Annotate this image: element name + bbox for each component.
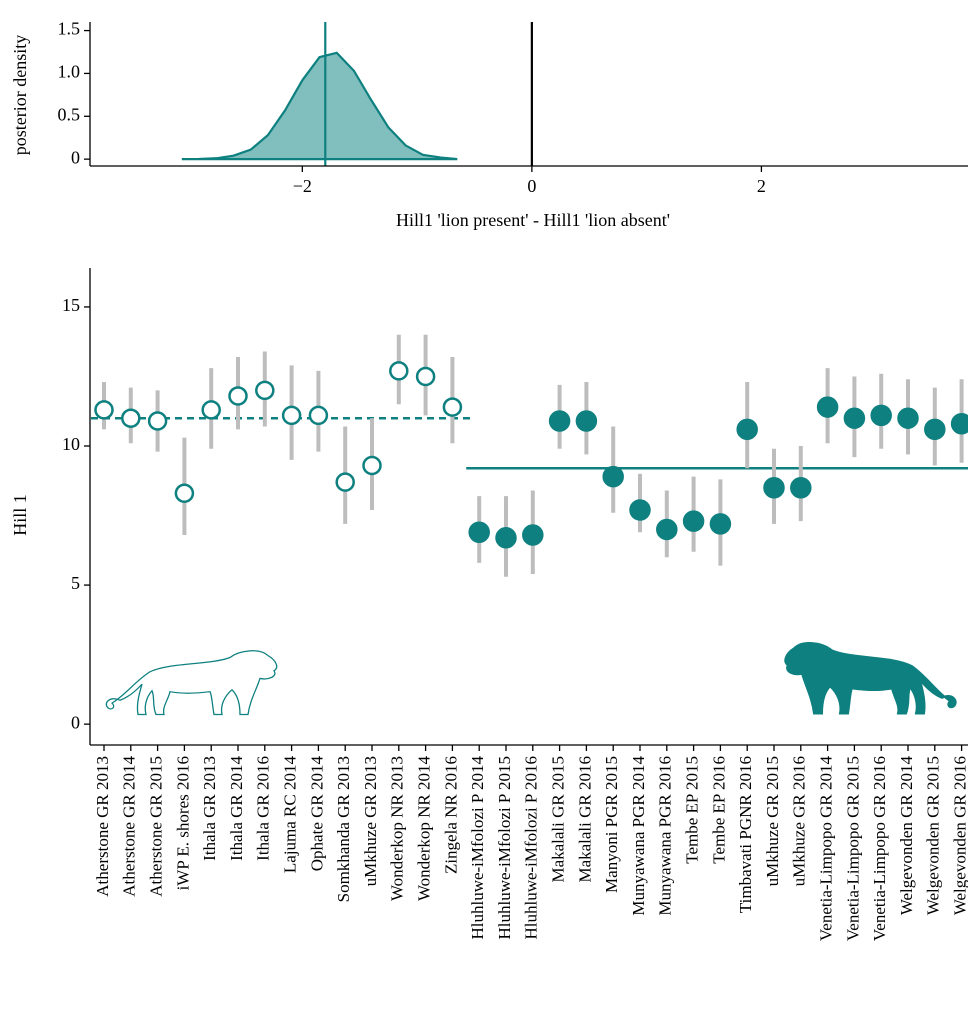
x-tick-label: Venetia-Limpopo GR 2015 — [843, 756, 862, 941]
point — [736, 418, 758, 441]
x-tick-label: Somkhanda GR 2013 — [334, 756, 353, 902]
y-tick-label: 0.5 — [58, 104, 81, 124]
x-tick-label: uMkhuze GR 2016 — [790, 756, 809, 886]
lion-filled — [784, 642, 957, 715]
x-tick-label: Venetia-Limpopo GR 2014 — [817, 756, 836, 942]
x-tick-label: Welgevonden GR 2016 — [951, 756, 968, 915]
x-tick-label: 2 — [757, 176, 766, 196]
x-tick-label: Tembe EP 2016 — [709, 756, 728, 864]
point — [950, 413, 968, 435]
y-tick-label: 1.5 — [58, 19, 81, 39]
point — [495, 527, 517, 549]
x-tick-label: Munyawana PGR 2016 — [656, 756, 675, 916]
point — [602, 465, 624, 488]
y-tick-label: 5 — [71, 573, 80, 593]
x-tick-label: Hluhluwe-iMfolozi P 2015 — [495, 756, 514, 940]
x-tick-label: Munyawana PGR 2014 — [629, 756, 648, 916]
x-tick-label: uMkhuze GR 2015 — [763, 756, 782, 886]
x-tick-label: Wonderkop NR 2014 — [415, 756, 434, 902]
point — [843, 407, 866, 429]
y-axis-label: Hill 1 — [10, 494, 30, 536]
point — [522, 524, 544, 546]
x-tick-label: Hluhluwe-iMfolozi P 2014 — [468, 756, 487, 940]
x-tick-label: Makalali GR 2016 — [575, 756, 594, 883]
point — [897, 407, 919, 429]
point — [468, 521, 490, 543]
point — [228, 386, 248, 406]
x-tick-label: Welgevonden GR 2014 — [897, 756, 916, 916]
y-tick-label: 0 — [71, 147, 80, 167]
point — [201, 400, 221, 420]
x-tick-label: Welgevonden GR 2015 — [924, 756, 943, 915]
x-tick-label: Manyoni PGR 2015 — [602, 756, 621, 893]
point — [362, 455, 382, 476]
x-tick-label: Timbavati PGNR 2016 — [736, 756, 755, 913]
x-tick-label: Ithala GR 2014 — [227, 756, 246, 861]
x-tick-label: Venetia-Limpopo GR 2016 — [870, 756, 889, 941]
point — [816, 396, 839, 418]
x-tick-label: Atherstone GR 2015 — [147, 756, 166, 897]
x-tick-label: Ithala GR 2016 — [254, 756, 273, 861]
x-axis-label: Hill1 'lion present' - Hill1 'lion absen… — [396, 210, 670, 230]
x-tick-label: Tembe EP 2015 — [683, 756, 702, 864]
point — [147, 411, 168, 431]
point — [870, 404, 892, 427]
point — [281, 405, 302, 426]
point — [709, 513, 732, 535]
point — [174, 483, 195, 504]
y-tick-label: 10 — [62, 434, 80, 454]
point — [389, 361, 409, 381]
x-tick-label: Zingela NR 2016 — [441, 756, 460, 874]
y-tick-label: 1.0 — [58, 62, 81, 82]
x-tick-label: Lajuma RC 2014 — [281, 756, 300, 874]
lion-outline — [105, 650, 278, 716]
point — [121, 408, 141, 428]
point — [442, 397, 463, 417]
point — [308, 405, 329, 426]
x-tick-label: uMkhuze GR 2013 — [361, 756, 380, 886]
point — [682, 510, 705, 532]
point — [763, 476, 785, 499]
x-tick-label: Ithala GR 2013 — [200, 756, 219, 861]
x-tick-label: Ophate GR 2014 — [307, 756, 326, 872]
y-tick-label: 15 — [62, 295, 80, 315]
x-tick-label: iWP E. shores 2016 — [173, 756, 192, 890]
y-tick-label: 0 — [71, 712, 80, 732]
point — [335, 472, 355, 492]
density-area — [181, 51, 458, 161]
point — [255, 380, 275, 401]
x-tick-label: Makalali GR 2015 — [549, 756, 568, 883]
point — [629, 499, 651, 521]
point — [924, 418, 946, 441]
point — [790, 476, 812, 499]
point — [575, 410, 598, 432]
x-tick-label: Atherstone GR 2014 — [120, 756, 139, 897]
point — [656, 518, 678, 541]
point — [548, 410, 571, 432]
point — [415, 366, 436, 387]
x-tick-label: Atherstone GR 2013 — [93, 756, 112, 897]
point — [94, 400, 114, 420]
x-tick-label: 0 — [527, 176, 536, 196]
x-tick-label: Wonderkop NR 2013 — [388, 756, 407, 901]
x-tick-label: −2 — [293, 176, 312, 196]
y-axis-label: posterior density — [10, 35, 30, 155]
x-tick-label: Hluhluwe-iMfolozi P 2016 — [522, 756, 541, 940]
